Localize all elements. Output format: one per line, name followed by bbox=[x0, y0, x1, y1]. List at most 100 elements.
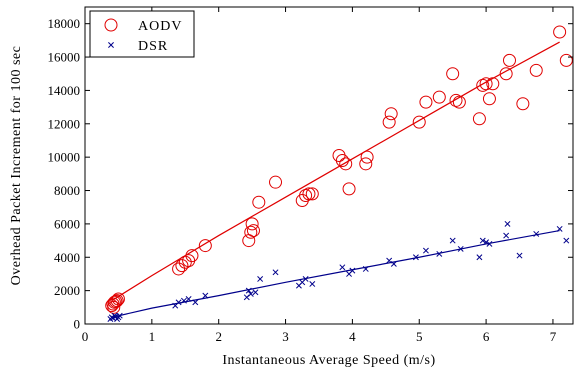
aodv-point bbox=[175, 259, 189, 273]
aodv-point bbox=[105, 299, 119, 313]
dsr-point bbox=[202, 292, 209, 299]
aodv-point bbox=[482, 92, 496, 106]
y-tick-label: 6000 bbox=[54, 216, 80, 231]
legend-box bbox=[89, 10, 195, 58]
y-axis-label: Overhead Packet Increment for 100 sec bbox=[9, 46, 24, 286]
aodv-point bbox=[529, 63, 543, 77]
aodv-point bbox=[246, 224, 260, 238]
aodv-point bbox=[502, 53, 516, 67]
legend: AODV DSR bbox=[89, 10, 195, 58]
aodv-point bbox=[109, 294, 123, 308]
y-tick-label: 10000 bbox=[48, 150, 81, 165]
aodv-point bbox=[412, 115, 426, 129]
dsr-point bbox=[449, 237, 456, 244]
y-tick-label: 12000 bbox=[48, 116, 81, 131]
aodv-point bbox=[198, 239, 212, 253]
aodv-point bbox=[178, 255, 192, 269]
y-tick-label: 8000 bbox=[54, 183, 80, 198]
aodv-point bbox=[384, 107, 398, 121]
y-tick-label: 2000 bbox=[54, 283, 80, 298]
legend-marker-aodv bbox=[104, 18, 118, 32]
aodv-point bbox=[499, 67, 513, 81]
aodv-point bbox=[111, 292, 125, 306]
legend-marker-dsr bbox=[108, 42, 114, 48]
dsr-point bbox=[533, 230, 540, 237]
ticks-layer: 0 1 2 3 4 5 6 7 0 2000 4000 6000 8000 10000 12000 14000… bbox=[48, 7, 573, 344]
dsr-trend-line bbox=[112, 229, 560, 318]
trend-lines-layer bbox=[112, 41, 560, 318]
x-tick-label: 3 bbox=[282, 329, 289, 344]
x-tick-label: 4 bbox=[349, 329, 356, 344]
y-tick-label: 18000 bbox=[48, 16, 81, 31]
aodv-point bbox=[419, 95, 433, 109]
dsr-point bbox=[116, 312, 123, 319]
y-tick-label: 4000 bbox=[54, 250, 80, 265]
y-tick-label: 14000 bbox=[48, 83, 81, 98]
legend-label-aodv: AODV bbox=[138, 19, 182, 34]
x-tick-label: 6 bbox=[483, 329, 490, 344]
dsr-point bbox=[412, 254, 419, 261]
legend-label-dsr: DSR bbox=[138, 39, 168, 54]
dsr-point bbox=[257, 275, 264, 282]
x-tick-label: 2 bbox=[215, 329, 222, 344]
aodv-point bbox=[553, 25, 567, 39]
dsr-point bbox=[309, 281, 316, 287]
aodv-point bbox=[452, 95, 466, 109]
y-tick-label: 0 bbox=[74, 317, 81, 332]
dsr-point bbox=[436, 250, 443, 257]
x-tick-label: 5 bbox=[416, 329, 423, 344]
aodv-point bbox=[185, 249, 199, 263]
aodv-point bbox=[479, 77, 493, 91]
aodv-point bbox=[360, 150, 374, 164]
plot-frame bbox=[84, 6, 574, 325]
aodv-point bbox=[299, 189, 313, 203]
aodv-point bbox=[516, 97, 530, 111]
aodv-point bbox=[269, 175, 283, 189]
aodv-point bbox=[110, 294, 124, 308]
aodv-point bbox=[449, 93, 463, 107]
dsr-point bbox=[503, 232, 510, 239]
aodv-trend-line bbox=[112, 41, 560, 301]
aodv-point bbox=[342, 182, 356, 196]
x-tick-label: 7 bbox=[550, 329, 557, 344]
dsr-point bbox=[302, 275, 309, 282]
aodv-point bbox=[335, 153, 349, 167]
aodv-point bbox=[339, 157, 353, 171]
data-points-layer bbox=[105, 25, 573, 322]
dsr-point bbox=[339, 264, 346, 271]
dsr-point bbox=[563, 237, 570, 244]
x-tick-label: 0 bbox=[82, 329, 89, 344]
aodv-point bbox=[252, 195, 266, 209]
dsr-point bbox=[486, 240, 493, 247]
aodv-point bbox=[244, 225, 258, 239]
dsr-point bbox=[185, 296, 192, 302]
dsr-point bbox=[483, 239, 490, 246]
aodv-point bbox=[432, 90, 446, 104]
aodv-point bbox=[476, 78, 490, 92]
dsr-point bbox=[390, 260, 397, 267]
dsr-point bbox=[252, 289, 259, 296]
aodv-point bbox=[302, 187, 316, 201]
aodv-point bbox=[305, 187, 319, 201]
aodv-point bbox=[107, 295, 121, 309]
y-tick-label: 16000 bbox=[48, 50, 81, 65]
aodv-point bbox=[382, 115, 396, 129]
dsr-point bbox=[362, 265, 369, 272]
aodv-point bbox=[486, 77, 500, 91]
dsr-point bbox=[504, 220, 511, 227]
dsr-point bbox=[457, 245, 464, 252]
x-tick-label: 1 bbox=[149, 329, 156, 344]
dsr-point bbox=[422, 247, 429, 254]
aodv-point bbox=[446, 67, 460, 81]
dsr-point bbox=[556, 225, 563, 232]
dsr-point bbox=[349, 267, 356, 274]
dsr-point bbox=[180, 297, 187, 304]
dsr-point bbox=[247, 291, 254, 297]
dsr-point bbox=[272, 269, 279, 276]
dsr-point bbox=[386, 257, 393, 264]
dsr-point bbox=[192, 299, 199, 306]
aodv-point bbox=[245, 217, 259, 231]
aodv-point bbox=[107, 300, 121, 314]
aodv-point bbox=[559, 53, 573, 67]
